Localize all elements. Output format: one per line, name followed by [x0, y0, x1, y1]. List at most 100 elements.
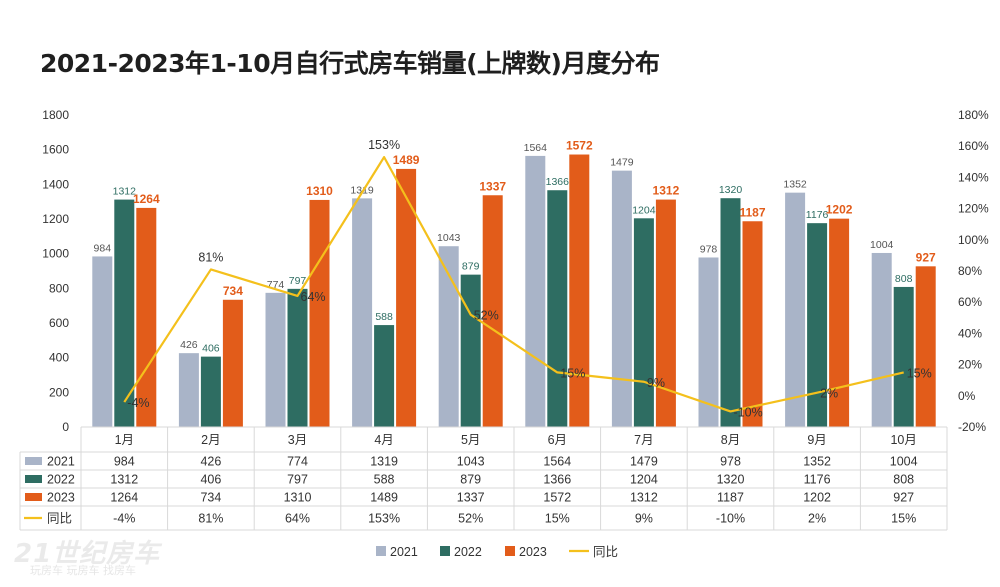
- yoy-point-label: 153%: [368, 138, 400, 152]
- bar-2023: [742, 221, 763, 427]
- table-cell: 1176: [804, 473, 831, 487]
- bar-2023: [569, 154, 590, 427]
- bar-value-label: 1479: [610, 157, 634, 169]
- table-cell: 927: [893, 491, 914, 505]
- table-legend-swatch: [25, 457, 42, 465]
- table-cell: 426: [200, 455, 221, 469]
- y2-tick-label: 160%: [958, 139, 989, 153]
- table-cell: 2%: [808, 512, 826, 526]
- y2-tick-label: -20%: [958, 420, 986, 434]
- table-cell: 1319: [370, 455, 398, 469]
- yoy-line: [123, 156, 904, 413]
- bar-2021: [438, 246, 459, 427]
- bar-2022: [720, 198, 741, 427]
- category-label: 2月: [201, 433, 220, 447]
- table-cell: 1187: [717, 491, 744, 505]
- bar-2022: [547, 190, 568, 427]
- y-tick-label: 200: [49, 385, 69, 399]
- table-cell: 774: [287, 455, 308, 469]
- y2-tick-label: 60%: [958, 295, 982, 309]
- y2-tick-label: 40%: [958, 326, 982, 340]
- table-cell: 52%: [458, 512, 483, 526]
- category-label: 5月: [461, 433, 480, 447]
- y-tick-label: 400: [49, 351, 69, 365]
- bar-2022: [460, 274, 481, 427]
- table-cell: 588: [374, 473, 395, 487]
- watermark-tagline: 玩房车 玩房车 找房车: [30, 564, 136, 577]
- bar-value-label: 1004: [870, 239, 894, 251]
- category-label: 10月: [890, 433, 916, 447]
- table-cell: 1564: [543, 455, 571, 469]
- chart-title: 2021-2023年1-10月自行式房车销量(上牌数)月度分布: [40, 49, 660, 78]
- bar-value-label: 1564: [524, 142, 548, 154]
- y2-tick-label: 180%: [958, 108, 989, 122]
- table-cell: 9%: [635, 512, 653, 526]
- table-cell: 1204: [630, 473, 658, 487]
- table-cell: 153%: [368, 512, 400, 526]
- table-cell: 1202: [803, 491, 831, 505]
- bar-2022: [807, 223, 828, 427]
- legend-label: 同比: [593, 545, 618, 559]
- table-cell: 1479: [630, 455, 658, 469]
- table-cell: 734: [200, 491, 221, 505]
- bar-2023: [482, 195, 503, 427]
- bar-2021: [178, 353, 199, 427]
- y-tick-label: 1400: [42, 177, 69, 191]
- bar-2022: [287, 288, 308, 427]
- table-cell: 1572: [543, 491, 571, 505]
- table-cell: 1312: [110, 473, 138, 487]
- bar-value-label: 406: [202, 343, 220, 355]
- y-tick-label: 1600: [42, 143, 69, 157]
- bar-2021: [525, 155, 546, 427]
- category-label: 6月: [548, 433, 567, 447]
- table-cell: 1004: [890, 455, 918, 469]
- bar-2021: [871, 252, 892, 427]
- y-tick-label: 1200: [42, 212, 69, 226]
- bar-2021: [92, 256, 113, 427]
- bar-value-label: 797: [289, 275, 307, 287]
- bar-2021: [698, 257, 719, 427]
- bar-2021: [265, 292, 286, 427]
- bar-value-label: 1204: [632, 204, 656, 216]
- category-label: 7月: [634, 433, 653, 447]
- table-cell: 879: [460, 473, 481, 487]
- table-cell: 1043: [457, 455, 485, 469]
- category-label: 9月: [807, 433, 826, 447]
- bar-2022: [633, 218, 654, 427]
- bar-value-label: 808: [895, 273, 913, 285]
- y2-tick-label: 100%: [958, 233, 989, 247]
- bar-2022: [374, 325, 395, 427]
- bar-2022: [893, 286, 914, 427]
- bar-value-label: 734: [223, 284, 243, 298]
- table-cell: 15%: [545, 512, 570, 526]
- table-row-label: 2023: [47, 491, 75, 505]
- table-cell: 1337: [457, 491, 485, 505]
- bar-value-label: 879: [462, 261, 480, 273]
- yoy-point-label: 52%: [474, 309, 499, 323]
- table-row-label: 同比: [47, 512, 72, 526]
- bar-2022: [114, 199, 135, 427]
- y2-tick-label: 140%: [958, 170, 989, 184]
- table-cell: -4%: [113, 512, 135, 526]
- bar-2023: [222, 299, 243, 427]
- table-cell: 978: [720, 455, 741, 469]
- watermark-logo: 21世纪房车: [14, 539, 161, 569]
- yoy-point-label: 81%: [198, 250, 223, 264]
- table-cell: 1366: [543, 473, 571, 487]
- bar-2023: [915, 266, 936, 427]
- yoy-point-label: 64%: [301, 290, 326, 304]
- y2-tick-label: 0%: [958, 389, 976, 403]
- table-legend-swatch: [25, 493, 42, 501]
- legend-label: 2023: [519, 545, 547, 559]
- yoy-point-label: -4%: [127, 396, 149, 410]
- table-cell: 64%: [285, 512, 310, 526]
- y-tick-label: 1000: [42, 247, 69, 261]
- yoy-point-label: -10%: [734, 405, 763, 419]
- category-label: 1月: [115, 433, 134, 447]
- table-cell: 808: [893, 473, 914, 487]
- bar-2021: [785, 192, 806, 427]
- legend-label: 2022: [454, 545, 482, 559]
- bar-value-label: 1572: [566, 139, 593, 153]
- bar-value-label: 984: [94, 242, 112, 254]
